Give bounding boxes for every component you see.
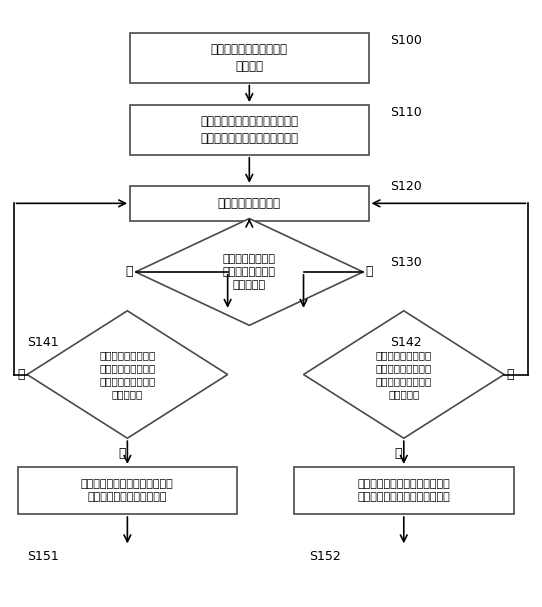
Text: 判断检测装置测得
的真空度是否超过
预设真空度: 判断检测装置测得 的真空度是否超过 预设真空度	[223, 254, 276, 290]
Text: S151: S151	[27, 550, 59, 563]
Text: 是: 是	[395, 447, 402, 460]
Text: 是: 是	[125, 265, 133, 279]
Text: S152: S152	[309, 550, 341, 563]
Text: S110: S110	[390, 106, 422, 120]
Text: 判断检测装置测得的
真空度高于预设真空
度的数值，是否超过
预设偏差值: 判断检测装置测得的 真空度高于预设真空 度的数值，是否超过 预设偏差值	[99, 350, 156, 399]
Text: 控制装置传递控制信号使大气装
置处于关闭状态，阻止大气进气: 控制装置传递控制信号使大气装 置处于关闭状态，阻止大气进气	[357, 479, 450, 502]
Text: 控制装置传递控制信号打开抽真
空装置，抽真空装置进行抽真空: 控制装置传递控制信号打开抽真 空装置，抽真空装置进行抽真空	[201, 115, 298, 145]
Bar	[130, 105, 369, 155]
Text: S142: S142	[390, 336, 422, 350]
Bar	[130, 186, 369, 221]
Polygon shape	[27, 311, 228, 438]
Text: 控制装置传递控制信号使大气装
置处于打开状态，输送大气: 控制装置传递控制信号使大气装 置处于打开状态，输送大气	[81, 479, 174, 502]
Polygon shape	[304, 311, 504, 438]
Text: 否: 否	[366, 265, 373, 279]
Bar	[294, 467, 513, 514]
Text: S130: S130	[390, 256, 422, 269]
Text: 检测装置测量真空度: 检测装置测量真空度	[218, 197, 281, 210]
Text: 否: 否	[507, 368, 514, 381]
Bar	[130, 33, 369, 83]
Text: S120: S120	[390, 180, 422, 193]
Text: 判断检测装置测得的
真空度低于预设真空
度的数值，是否超过
预设偏差值: 判断检测装置测得的 真空度低于预设真空 度的数值，是否超过 预设偏差值	[376, 350, 432, 399]
Text: S100: S100	[390, 34, 422, 47]
Text: 是: 是	[118, 447, 126, 460]
Bar	[17, 467, 237, 514]
Text: 控制装置设置预设负压值
和偏差值: 控制装置设置预设负压值 和偏差值	[211, 42, 288, 73]
Polygon shape	[136, 219, 363, 325]
Text: S141: S141	[27, 336, 59, 350]
Text: 否: 否	[17, 368, 24, 381]
